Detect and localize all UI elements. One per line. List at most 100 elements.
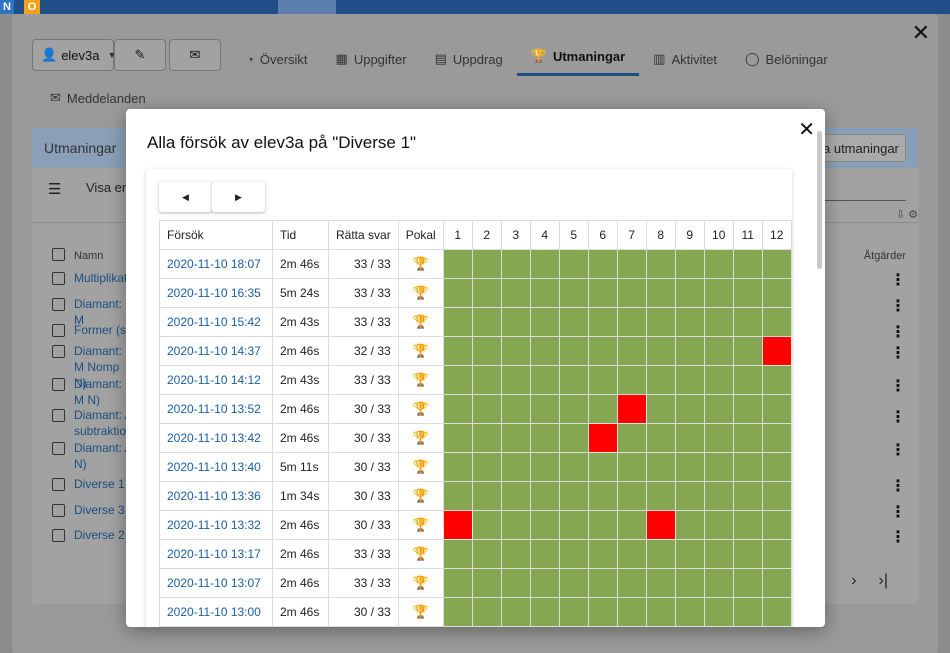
answer-cell-correct[interactable] — [471, 597, 502, 627]
answer-cell-wrong[interactable] — [587, 423, 618, 453]
answer-cell-correct[interactable] — [645, 278, 676, 308]
answer-cell-correct[interactable] — [471, 365, 502, 395]
answer-cell-correct[interactable] — [529, 336, 560, 366]
row-checkbox[interactable] — [52, 504, 65, 517]
answer-cell-correct[interactable] — [529, 539, 560, 569]
answer-cell-correct[interactable] — [616, 365, 647, 395]
answer-cell-correct[interactable] — [587, 452, 618, 482]
row-checkbox[interactable] — [52, 529, 65, 542]
answer-cell-correct[interactable] — [732, 423, 763, 453]
answer-cell-correct[interactable] — [616, 597, 647, 627]
answer-cell-correct[interactable] — [732, 394, 763, 424]
answer-cell-correct[interactable] — [645, 452, 676, 482]
answer-cell-correct[interactable] — [587, 249, 618, 279]
answer-cell-correct[interactable] — [587, 278, 618, 308]
more-vertical-icon[interactable]: ⋮ — [890, 442, 906, 459]
answer-cell-correct[interactable] — [442, 539, 473, 569]
answer-cell-correct[interactable] — [674, 597, 705, 627]
answer-cell-correct[interactable] — [703, 307, 734, 337]
answer-cell-correct[interactable] — [442, 365, 473, 395]
tab-meddelanden[interactable]: ✉ Meddelanden — [50, 90, 146, 106]
answer-cell-correct[interactable] — [732, 597, 763, 627]
chevron-right-icon[interactable]: › — [851, 572, 857, 589]
row-checkbox[interactable] — [52, 324, 65, 337]
answer-cell-correct[interactable] — [674, 423, 705, 453]
answer-cell-correct[interactable] — [558, 249, 589, 279]
answer-cell-correct[interactable] — [616, 249, 647, 279]
answer-cell-correct[interactable] — [761, 307, 792, 337]
answer-cell-correct[interactable] — [645, 597, 676, 627]
attempt-date-link[interactable]: 2020-11-10 13:32 — [159, 510, 273, 540]
select-all-checkbox[interactable] — [52, 248, 65, 261]
scrollbar[interactable] — [817, 131, 822, 269]
next-button[interactable]: ▶ — [212, 182, 265, 212]
answer-cell-wrong[interactable] — [616, 394, 647, 424]
answer-cell-correct[interactable] — [645, 394, 676, 424]
answer-cell-correct[interactable] — [500, 597, 531, 627]
answer-cell-correct[interactable] — [442, 452, 473, 482]
answer-cell-correct[interactable] — [442, 336, 473, 366]
answer-cell-correct[interactable] — [587, 510, 618, 540]
answer-cell-correct[interactable] — [674, 307, 705, 337]
answer-cell-correct[interactable] — [558, 394, 589, 424]
download-icon[interactable]: ⇩ — [895, 209, 906, 221]
answer-cell-correct[interactable] — [500, 336, 531, 366]
challenge-name-link[interactable]: Multiplikat — [74, 271, 128, 285]
answer-cell-correct[interactable] — [471, 278, 502, 308]
answer-cell-correct[interactable] — [500, 307, 531, 337]
attempt-date-link[interactable]: 2020-11-10 15:42 — [159, 307, 273, 337]
answer-cell-correct[interactable] — [761, 249, 792, 279]
answer-cell-correct[interactable] — [529, 394, 560, 424]
answer-cell-correct[interactable] — [587, 597, 618, 627]
answer-cell-correct[interactable] — [558, 336, 589, 366]
attempt-date-link[interactable]: 2020-11-10 13:52 — [159, 394, 273, 424]
row-checkbox[interactable] — [52, 345, 65, 358]
attempt-date-link[interactable]: 2020-11-10 13:40 — [159, 452, 273, 482]
more-vertical-icon[interactable]: ⋮ — [890, 504, 906, 521]
more-vertical-icon[interactable]: ⋮ — [890, 378, 906, 395]
filter-icon[interactable]: ☰ — [48, 181, 62, 198]
answer-cell-correct[interactable] — [558, 510, 589, 540]
row-checkbox[interactable] — [52, 378, 65, 391]
answer-cell-correct[interactable] — [616, 452, 647, 482]
row-checkbox[interactable] — [52, 478, 65, 491]
answer-cell-correct[interactable] — [587, 365, 618, 395]
answer-cell-correct[interactable] — [558, 539, 589, 569]
user-dropdown[interactable]: 👤 elev3a ▼ — [32, 39, 116, 71]
answer-cell-correct[interactable] — [732, 278, 763, 308]
answer-cell-correct[interactable] — [471, 568, 502, 598]
answer-cell-correct[interactable] — [529, 597, 560, 627]
message-button[interactable]: ✉ — [169, 39, 221, 71]
edit-button[interactable]: ✎ — [114, 39, 166, 71]
answer-cell-correct[interactable] — [732, 249, 763, 279]
attempt-date-link[interactable]: 2020-11-10 16:35 — [159, 278, 273, 308]
answer-cell-correct[interactable] — [500, 452, 531, 482]
answer-cell-correct[interactable] — [703, 249, 734, 279]
answer-cell-correct[interactable] — [703, 336, 734, 366]
answer-cell-correct[interactable] — [471, 249, 502, 279]
tab-utmaningar[interactable]: 🏆 Utmaningar — [516, 42, 640, 76]
answer-cell-correct[interactable] — [732, 568, 763, 598]
answer-cell-correct[interactable] — [529, 568, 560, 598]
attempt-date-link[interactable]: 2020-11-10 13:36 — [159, 481, 273, 511]
challenge-name-link[interactable]: Diamant: M — [74, 297, 123, 327]
answer-cell-correct[interactable] — [703, 481, 734, 511]
attempt-date-link[interactable]: 2020-11-10 14:37 — [159, 336, 273, 366]
answer-cell-correct[interactable] — [761, 278, 792, 308]
answer-cell-correct[interactable] — [558, 365, 589, 395]
answer-cell-correct[interactable] — [471, 452, 502, 482]
answer-cell-correct[interactable] — [442, 568, 473, 598]
answer-cell-correct[interactable] — [616, 568, 647, 598]
tab-uppgifter[interactable]: ▦ Uppgifter — [322, 42, 421, 76]
answer-cell-correct[interactable] — [616, 510, 647, 540]
answer-cell-correct[interactable] — [442, 597, 473, 627]
row-checkbox[interactable] — [52, 442, 65, 455]
more-vertical-icon[interactable]: ⋮ — [890, 478, 906, 495]
answer-cell-correct[interactable] — [442, 481, 473, 511]
answer-cell-correct[interactable] — [442, 394, 473, 424]
answer-cell-correct[interactable] — [703, 423, 734, 453]
answer-cell-correct[interactable] — [732, 365, 763, 395]
more-vertical-icon[interactable]: ⋮ — [890, 324, 906, 341]
previous-button[interactable]: ◀ — [159, 182, 212, 212]
answer-cell-correct[interactable] — [645, 249, 676, 279]
